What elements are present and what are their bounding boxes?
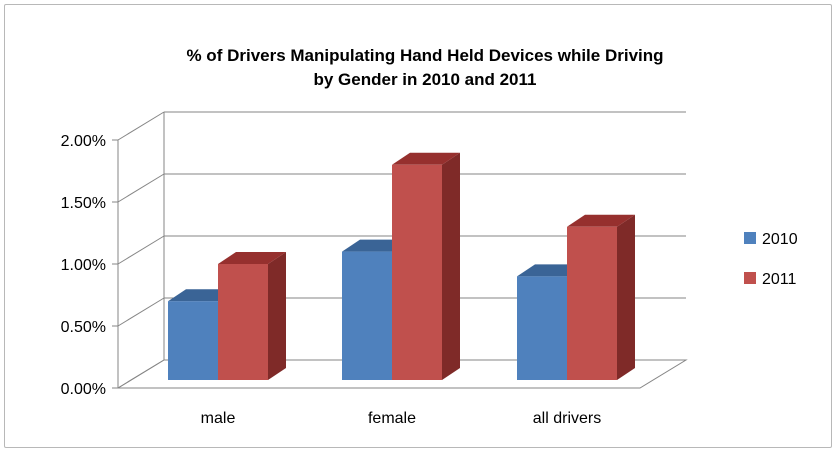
x-tick-label: male bbox=[201, 410, 236, 427]
bar-2011-male bbox=[218, 264, 268, 380]
bar-top-2011-all-drivers bbox=[567, 214, 635, 227]
bar-2010-female bbox=[342, 251, 392, 380]
x-tick-label: female bbox=[368, 410, 416, 427]
legend-swatch-2010 bbox=[744, 232, 756, 244]
gridline-diagonal bbox=[117, 173, 165, 203]
legend-label-2010: 2010 bbox=[762, 231, 798, 248]
gridline-diagonal bbox=[117, 235, 165, 265]
y-tick-label: 1.00% bbox=[61, 257, 106, 274]
bar-side-2011-female bbox=[442, 152, 460, 380]
gridline-diagonal bbox=[117, 297, 165, 327]
bar-2011-female bbox=[392, 164, 442, 380]
y-tick-label: 0.50% bbox=[61, 319, 106, 336]
x-tick-label: all drivers bbox=[533, 410, 601, 427]
chart-title: % of Drivers Manipulating Hand Held Devi… bbox=[186, 46, 664, 89]
bar-top-2011-male bbox=[218, 252, 286, 264]
gridline-diagonal bbox=[117, 359, 165, 389]
bar-top-2011-female bbox=[392, 152, 460, 165]
bar-2010-male bbox=[168, 301, 218, 380]
y-tick-label: 1.50% bbox=[61, 195, 106, 212]
gridline-diagonal bbox=[117, 111, 165, 141]
bar-side-2011-male bbox=[268, 252, 286, 380]
bar-side-2011-all-drivers bbox=[617, 214, 635, 380]
bar-2010-all-drivers bbox=[517, 276, 567, 380]
legend-swatch-2011 bbox=[744, 272, 756, 284]
y-tick-label: 2.00% bbox=[61, 133, 106, 150]
legend-label-2011: 2011 bbox=[762, 271, 797, 288]
bar-2011-all-drivers bbox=[567, 226, 617, 380]
y-tick-label: 0.00% bbox=[61, 381, 106, 398]
